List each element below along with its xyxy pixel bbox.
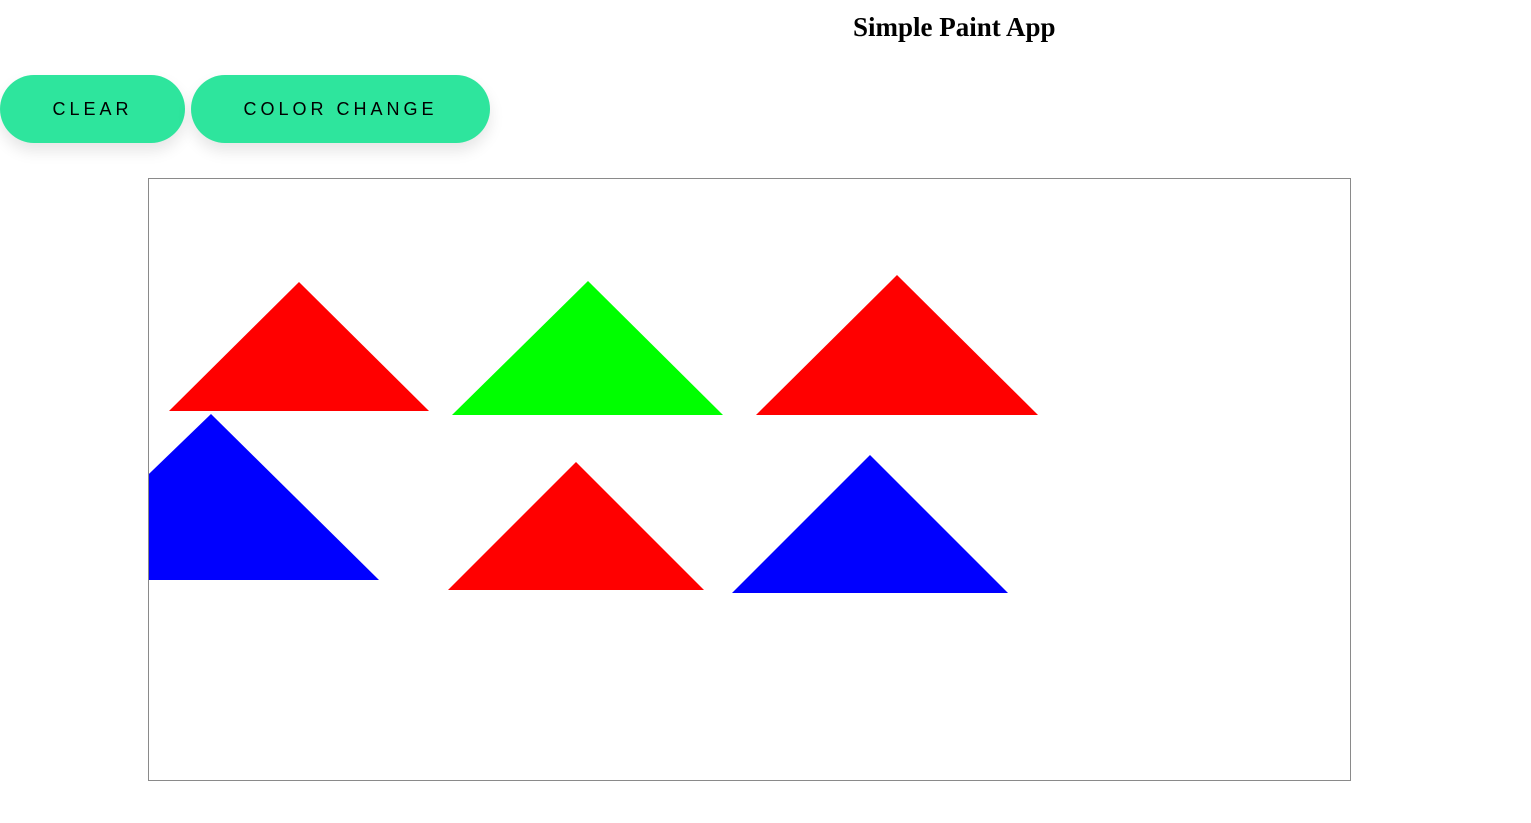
page-title: Simple Paint App [853, 12, 1056, 42]
color-change-button[interactable]: COLOR CHANGE [191, 75, 490, 143]
triangle-red-2 [756, 275, 1038, 415]
triangle-red-1 [169, 282, 429, 411]
triangle-blue-2 [732, 455, 1008, 593]
drawing-canvas[interactable] [148, 178, 1351, 781]
triangle-red-3 [448, 462, 704, 590]
clear-button[interactable]: CLEAR [0, 75, 185, 143]
triangle-green-1 [452, 281, 723, 415]
triangle-blue-1 [149, 414, 379, 580]
canvas-surface[interactable] [149, 179, 1350, 780]
